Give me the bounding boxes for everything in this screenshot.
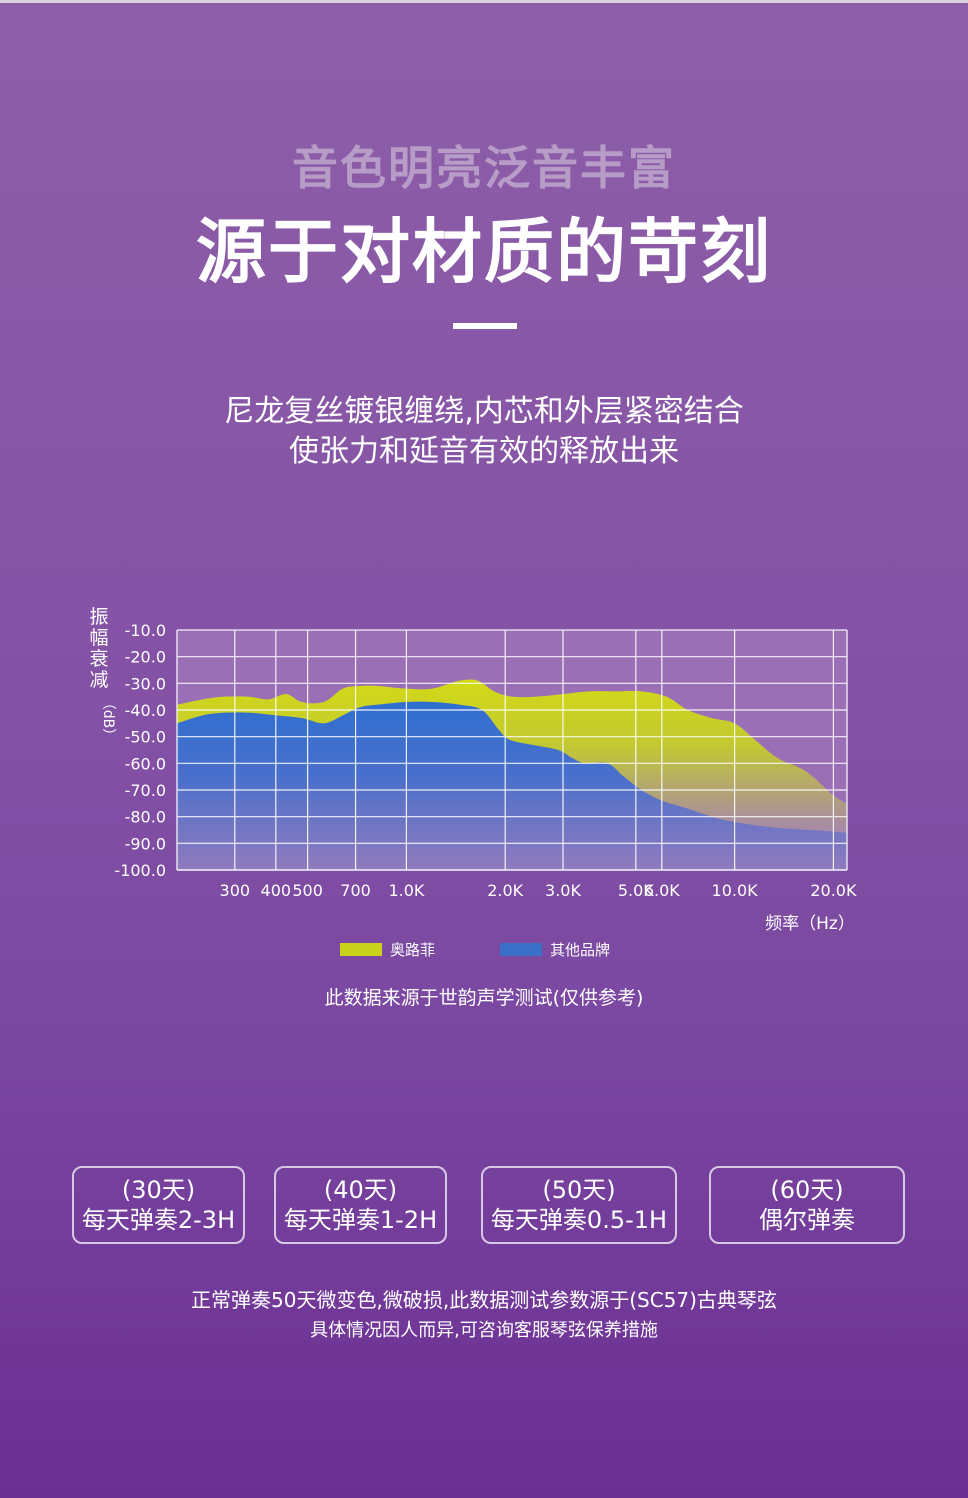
description-line-2: 使张力和延音有效的释放出来 bbox=[289, 434, 679, 469]
usage-plan-card: (60天) 偶尔弹奏 bbox=[709, 1166, 905, 1244]
x-tick-label: 3.0K bbox=[545, 881, 581, 900]
series-area-2 bbox=[177, 701, 847, 870]
plan-desc: 每天弹奏0.5-1H bbox=[490, 1206, 668, 1234]
plan-days: (40天) bbox=[323, 1176, 398, 1204]
y-tick-label: -70.0 bbox=[125, 781, 166, 800]
description-line-1: 尼龙复丝镀银缠绕,内芯和外层紧密结合 bbox=[224, 394, 744, 429]
x-tick-label: 1.0K bbox=[388, 881, 424, 900]
top-divider bbox=[0, 0, 968, 3]
x-tick-label: 10.0K bbox=[712, 881, 759, 900]
plan-desc: 每天弹奏1-2H bbox=[283, 1206, 438, 1234]
y-axis-label-char: 振 bbox=[89, 606, 108, 628]
y-tick-label: -10.0 bbox=[125, 621, 166, 640]
footer-note-line-2: 具体情况因人而异,可咨询客服琴弦保养措施 bbox=[310, 1320, 658, 1341]
y-tick-label: -40.0 bbox=[125, 701, 166, 720]
legend-item-series-1: 奥路菲 bbox=[340, 940, 436, 959]
data-source-note: 此数据来源于世韵声学测试(仅供参考) bbox=[324, 987, 644, 1009]
y-axis-label-char: 减 bbox=[89, 669, 108, 691]
y-tick-label: -30.0 bbox=[125, 674, 166, 693]
legend-swatch-blue bbox=[500, 942, 542, 956]
page-subtitle: 音色明亮泛音丰富 bbox=[292, 141, 676, 195]
x-tick-label: 300 bbox=[220, 881, 251, 900]
title-underline bbox=[453, 323, 517, 329]
y-axis-label-char: 衰 bbox=[89, 648, 108, 670]
x-tick-label: 5.0K bbox=[618, 881, 654, 900]
y-tick-label: -90.0 bbox=[125, 834, 166, 853]
plan-days: (60天) bbox=[770, 1176, 844, 1204]
usage-plan-card: (40天) 每天弹奏1-2H bbox=[274, 1166, 447, 1244]
legend-label: 奥路菲 bbox=[390, 940, 436, 959]
x-tick-label: 2.0K bbox=[487, 881, 523, 900]
x-tick-label: 500 bbox=[292, 881, 323, 900]
y-axis-unit-label: （dB） bbox=[100, 696, 116, 743]
plan-desc: 每天弹奏2-3H bbox=[81, 1206, 236, 1234]
y-tick-label: -80.0 bbox=[125, 808, 166, 827]
legend-swatch-yellow bbox=[340, 942, 382, 956]
plan-days: (50天) bbox=[542, 1176, 616, 1204]
legend-item-series-2: 其他品牌 bbox=[500, 940, 611, 959]
usage-plan-card: (50天) 每天弹奏0.5-1H bbox=[481, 1166, 677, 1244]
plan-desc: 偶尔弹奏 bbox=[759, 1206, 855, 1234]
legend-label: 其他品牌 bbox=[550, 940, 611, 959]
y-tick-label: -100.0 bbox=[114, 861, 166, 880]
y-tick-label: -50.0 bbox=[125, 728, 166, 747]
usage-plan-card: (30天) 每天弹奏2-3H bbox=[72, 1166, 245, 1244]
plan-days: (30天) bbox=[121, 1176, 196, 1204]
y-axis-label-char: 幅 bbox=[89, 627, 108, 649]
x-tick-label: 400 bbox=[261, 881, 292, 900]
x-tick-label: 700 bbox=[340, 881, 371, 900]
frequency-response-chart: -10.0 -20.0 -30.0 -40.0 -50.0 -60.0 -70.0 -80.0… bbox=[89, 606, 857, 934]
x-tick-label: 6.0K bbox=[644, 881, 680, 900]
y-tick-label: -20.0 bbox=[125, 648, 166, 667]
y-tick-label: -60.0 bbox=[125, 754, 166, 773]
footer-note-line-1: 正常弹奏50天微变色,微破损,此数据测试参数源于(SC57)古典琴弦 bbox=[191, 1288, 777, 1312]
page-title: 源于对材质的苛刻 bbox=[196, 211, 772, 293]
x-axis-label: 频率（Hz） bbox=[765, 914, 855, 934]
x-tick-label: 20.0K bbox=[810, 881, 857, 900]
